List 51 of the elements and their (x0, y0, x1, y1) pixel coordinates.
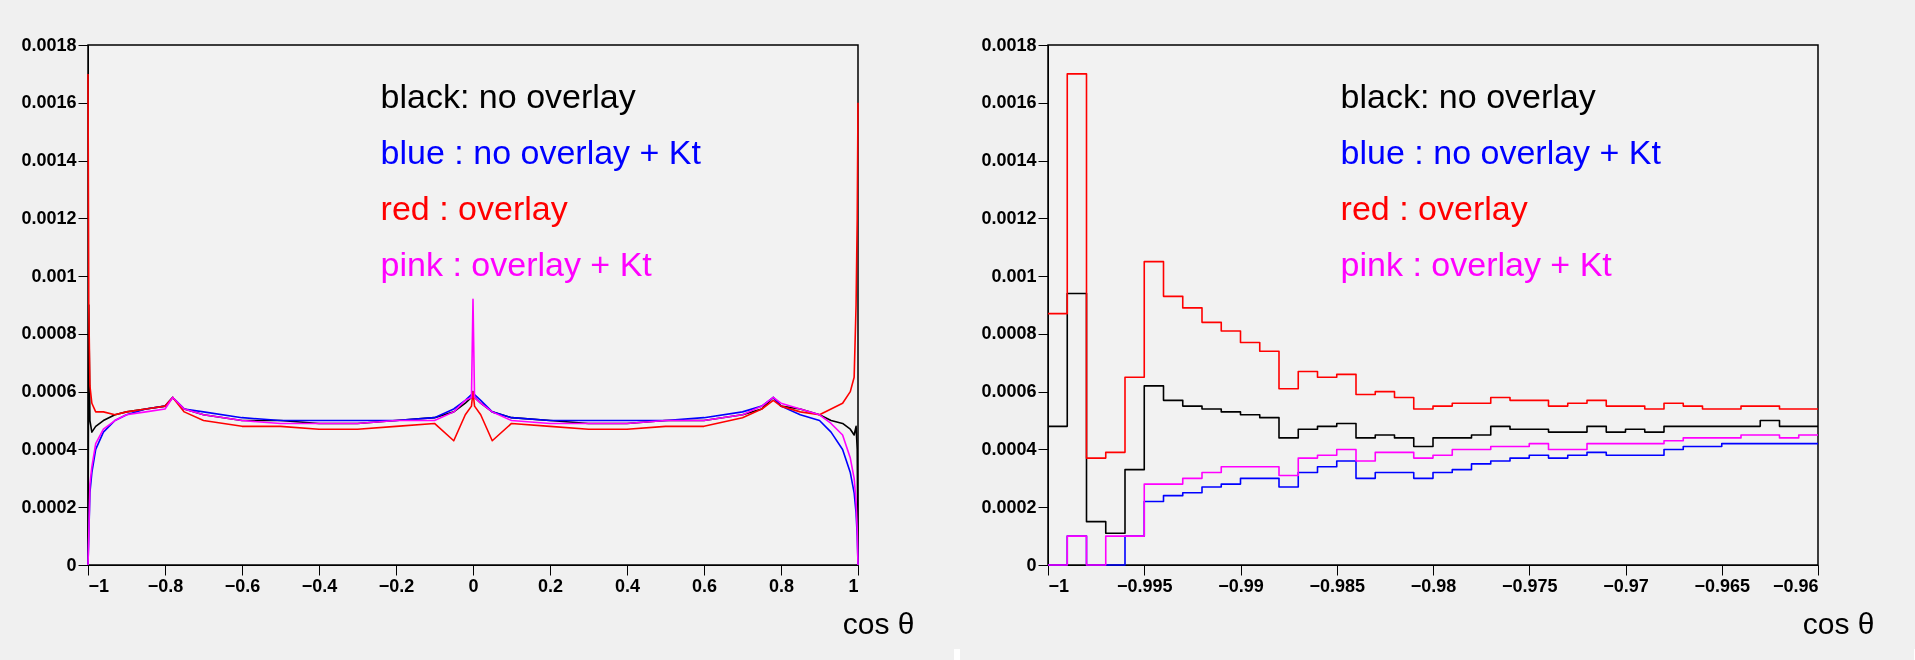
y-tick-label: 0.0012 (21, 207, 77, 228)
x-tick-label: −0.96 (1772, 575, 1819, 596)
line-series (87, 73, 859, 442)
x-tick-label: −0.97 (1603, 575, 1649, 596)
y-tick-label: 0.0018 (21, 34, 77, 55)
y-tick-label: 0.0014 (981, 150, 1037, 171)
x-axis-title: cos θ (1802, 606, 1875, 640)
y-tick-label: 0.0002 (981, 496, 1037, 517)
x-tick-label: 0.6 (691, 575, 718, 596)
x-axis-title: cos θ (842, 606, 915, 640)
text: red : overlay (1340, 189, 1528, 227)
x-tick-label: 0.4 (614, 575, 641, 596)
text: black: no overlay (380, 77, 636, 115)
y-tick-label: 0.0002 (21, 496, 77, 517)
series-label: pink : overlay + Kt (380, 245, 653, 283)
y-tick-label: 0.001 (991, 265, 1037, 286)
x-tick-label: −1 (1048, 575, 1070, 596)
x-tick-label: 0.8 (768, 575, 795, 596)
x-tick-label: 0.2 (537, 575, 564, 596)
x-tick-label: −0.4 (301, 575, 338, 596)
y-tick-label: 0.0016 (981, 92, 1037, 113)
text: red : overlay (380, 189, 568, 227)
text: pink : overlay + Kt (1340, 245, 1613, 283)
y-tick-label: 0.0016 (21, 92, 77, 113)
x-tick-label: 1 (848, 575, 859, 596)
y-tick-label: 0.0006 (981, 381, 1037, 402)
y-tick-label: 0.0018 (981, 34, 1037, 55)
y-tick-label: 0.0014 (21, 150, 77, 171)
y-tick-label: 0.0006 (21, 381, 77, 402)
y-tick-label: 0.0004 (21, 438, 77, 459)
x-tick-label: −0.995 (1116, 575, 1173, 596)
x-tick-label: −0.99 (1218, 575, 1264, 596)
x-tick-label: 0 (468, 575, 479, 596)
y-tick-label: 0.0012 (981, 207, 1037, 228)
x-tick-label: −0.975 (1501, 575, 1558, 596)
text: blue : no overlay + Kt (1340, 133, 1662, 171)
y-tick-label: 0 (1026, 554, 1037, 575)
y-tick-label: 0.001 (31, 265, 77, 286)
text: blue : no overlay + Kt (380, 133, 702, 171)
x-tick-label: −0.6 (224, 575, 261, 596)
x-tick-label: −0.98 (1410, 575, 1457, 596)
x-tick-label: −0.985 (1309, 575, 1366, 596)
x-tick-label: −0.8 (147, 575, 184, 596)
y-tick-label: 0.0004 (981, 438, 1037, 459)
text: black: no overlay (1340, 77, 1596, 115)
y-tick-label: 0 (66, 554, 77, 575)
x-tick-label: −0.2 (378, 575, 415, 596)
x-tick-label: −1 (88, 575, 110, 596)
y-tick-label: 0.0008 (21, 323, 77, 344)
x-tick-label: −0.965 (1694, 575, 1751, 596)
y-tick-label: 0.0008 (981, 323, 1037, 344)
